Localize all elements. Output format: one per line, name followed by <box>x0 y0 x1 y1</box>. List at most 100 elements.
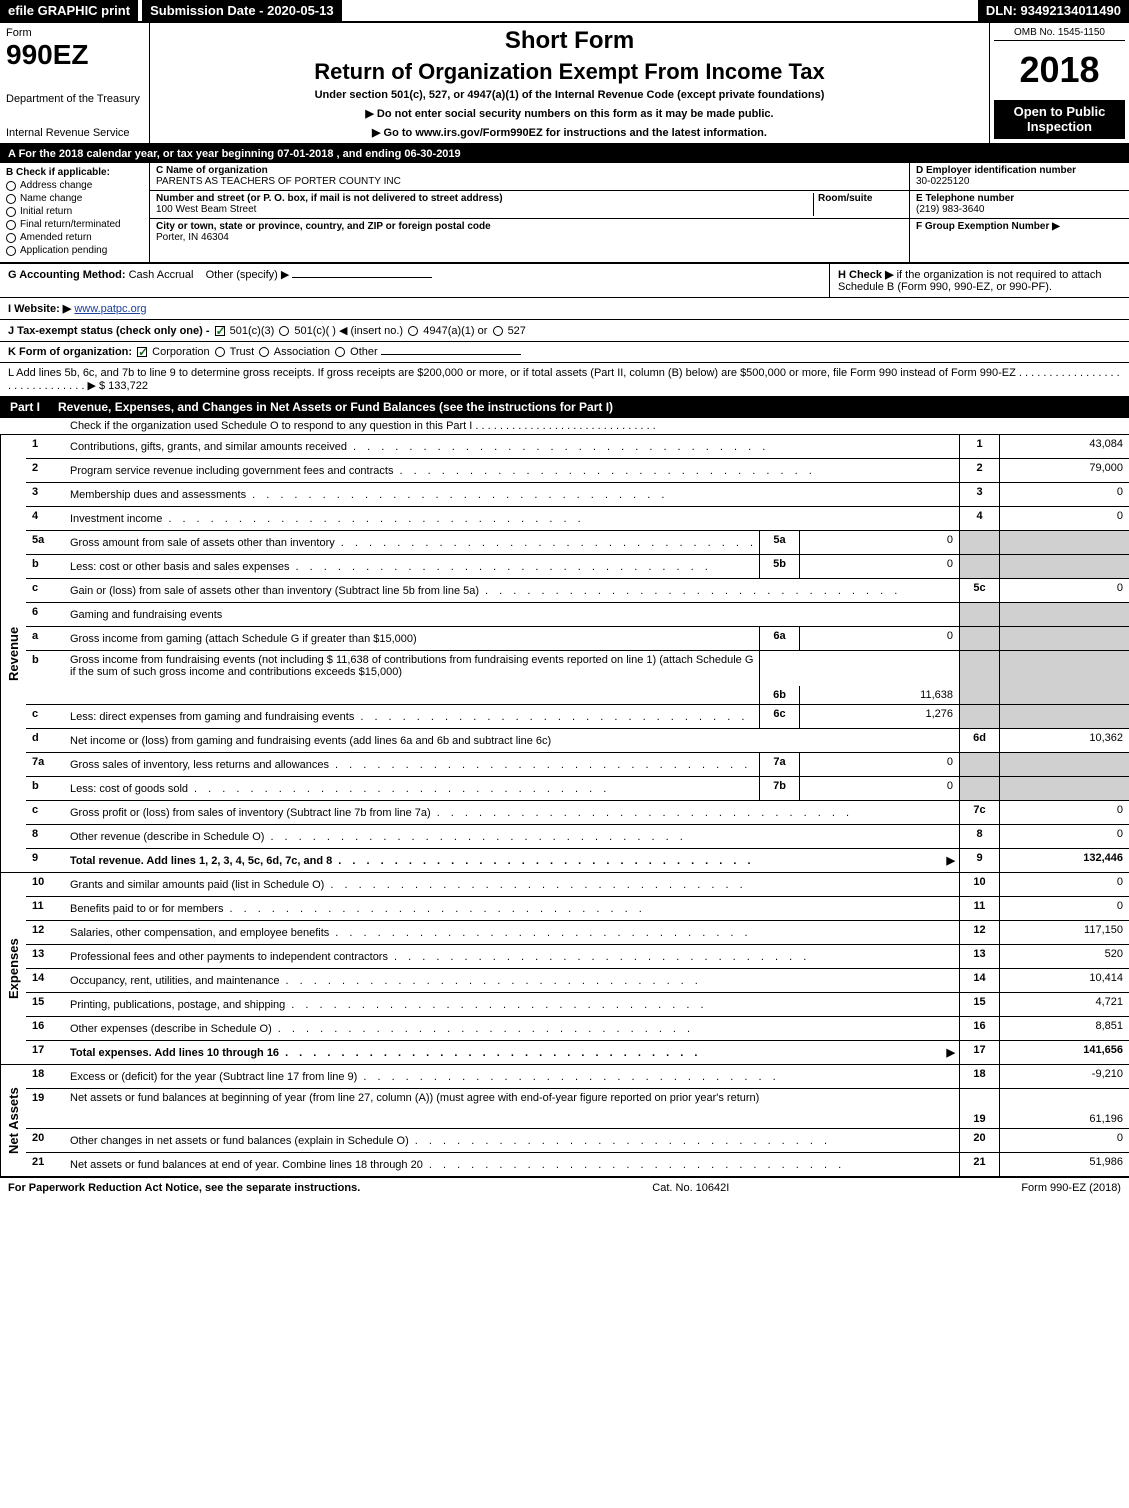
line-14-dots: . . . . . . . . . . . . . . . . . . . . … <box>286 975 955 987</box>
box-c-label: C Name of organization <box>156 165 268 176</box>
line-8-rnum: 8 <box>959 825 999 848</box>
line-10-dots: . . . . . . . . . . . . . . . . . . . . … <box>330 879 955 891</box>
line-11-value: 0 <box>999 897 1129 920</box>
line-11: 11 Benefits paid to or for members. . . … <box>26 897 1129 921</box>
box-i: I Website: ▶ www.patpc.org <box>0 298 1129 320</box>
chk-final-return[interactable]: Final return/terminated <box>6 219 143 230</box>
line-5b-sn: 5b <box>760 555 800 578</box>
lbl-accrual: Accrual <box>157 269 194 281</box>
period-end: 06-30-2019 <box>404 148 460 160</box>
page-footer: For Paperwork Reduction Act Notice, see … <box>0 1177 1129 1198</box>
line-4-desc: Investment income <box>70 513 162 525</box>
line-5a-dots: . . . . . . . . . . . . . . . . . . . . … <box>341 537 755 549</box>
line-1-num: 1 <box>26 435 66 458</box>
chk-address-change[interactable]: Address change <box>6 180 143 191</box>
website-link[interactable]: www.patpc.org <box>74 303 146 315</box>
chk-association[interactable] <box>259 347 269 357</box>
net-assets-label: Net Assets <box>0 1065 26 1177</box>
instructions-link-text[interactable]: ▶ Go to www.irs.gov/Form990EZ for instru… <box>372 127 767 139</box>
chk-trust[interactable] <box>215 347 225 357</box>
chk-527[interactable] <box>493 326 503 336</box>
line-7a-rnum <box>959 753 999 776</box>
lbl-other-specify: Other (specify) ▶ <box>206 269 290 281</box>
irs-label: Internal Revenue Service <box>6 127 143 139</box>
chk-other-org[interactable] <box>335 347 345 357</box>
line-5c-rnum: 5c <box>959 579 999 602</box>
line-8-num: 8 <box>26 825 66 848</box>
line-5a-desc: Gross amount from sale of assets other t… <box>70 537 335 549</box>
chk-application-pending-label: Application pending <box>20 245 107 256</box>
line-18-num: 18 <box>26 1065 66 1088</box>
chk-4947[interactable] <box>408 326 418 336</box>
chk-application-pending[interactable]: Application pending <box>6 245 143 256</box>
box-b-label: B Check if applicable: <box>6 167 143 178</box>
line-9-arrow: ▶ <box>947 854 955 867</box>
header-left: Form 990EZ Department of the Treasury In… <box>0 23 150 143</box>
line-5a-num: 5a <box>26 531 66 554</box>
line-7a-value <box>999 753 1129 776</box>
line-17-num: 17 <box>26 1041 66 1064</box>
box-j-label: J Tax-exempt status (check only one) - <box>8 325 213 337</box>
tax-period-row: A For the 2018 calendar year, or tax yea… <box>0 145 1129 163</box>
line-7a: 7a Gross sales of inventory, less return… <box>26 753 1129 777</box>
instructions-link[interactable]: ▶ Go to www.irs.gov/Form990EZ for instru… <box>156 126 983 139</box>
line-8-dots: . . . . . . . . . . . . . . . . . . . . … <box>270 831 955 843</box>
box-e-label: E Telephone number <box>916 193 1014 204</box>
subtitle: Under section 501(c), 527, or 4947(a)(1)… <box>156 89 983 101</box>
chk-501c[interactable] <box>279 326 289 336</box>
line-6a: a Gross income from gaming (attach Sched… <box>26 627 1129 651</box>
line-11-num: 11 <box>26 897 66 920</box>
box-g-label: G Accounting Method: <box>8 269 126 281</box>
lbl-association: Association <box>274 346 330 358</box>
lbl-trust: Trust <box>230 346 255 358</box>
line-2-dots: . . . . . . . . . . . . . . . . . . . . … <box>399 465 955 477</box>
line-1-desc: Contributions, gifts, grants, and simila… <box>70 441 347 453</box>
period-begin: 07-01-2018 <box>277 148 333 160</box>
line-6b-sn: 6b <box>760 686 800 704</box>
line-7b-desc: Less: cost of goods sold <box>70 783 188 795</box>
box-l: L Add lines 5b, 6c, and 7b to line 9 to … <box>0 363 1129 397</box>
line-6d-rnum: 6d <box>959 729 999 752</box>
chk-initial-return[interactable]: Initial return <box>6 206 143 217</box>
line-7a-sv: 0 <box>800 753 959 776</box>
line-6c-rnum <box>959 705 999 728</box>
line-4-value: 0 <box>999 507 1129 530</box>
line-13: 13 Professional fees and other payments … <box>26 945 1129 969</box>
chk-amended-return[interactable]: Amended return <box>6 232 143 243</box>
chk-501c3[interactable] <box>215 326 225 336</box>
revenue-label: Revenue <box>0 435 26 873</box>
line-14-value: 10,414 <box>999 969 1129 992</box>
line-7b-dots: . . . . . . . . . . . . . . . . . . . . … <box>194 783 755 795</box>
header-right: OMB No. 1545-1150 2018 Open to Public In… <box>989 23 1129 143</box>
box-b: B Check if applicable: Address change Na… <box>0 163 150 262</box>
line-6d-value: 10,362 <box>999 729 1129 752</box>
line-11-dots: . . . . . . . . . . . . . . . . . . . . … <box>229 903 955 915</box>
line-2-value: 79,000 <box>999 459 1129 482</box>
line-21-num: 21 <box>26 1153 66 1176</box>
line-6b-desc: Gross income from fundraising events (no… <box>70 654 755 678</box>
info-block: B Check if applicable: Address change Na… <box>0 163 1129 264</box>
line-11-rnum: 11 <box>959 897 999 920</box>
line-6d: d Net income or (loss) from gaming and f… <box>26 729 1129 753</box>
line-7b-sn: 7b <box>760 777 800 800</box>
line-5c-value: 0 <box>999 579 1129 602</box>
line-8-value: 0 <box>999 825 1129 848</box>
line-5c-desc: Gain or (loss) from sale of assets other… <box>70 585 479 597</box>
line-14-num: 14 <box>26 969 66 992</box>
efile-print-btn[interactable]: efile GRAPHIC print <box>0 0 138 21</box>
chk-final-return-label: Final return/terminated <box>20 219 121 230</box>
line-19-desc: Net assets or fund balances at beginning… <box>70 1092 759 1104</box>
line-20: 20 Other changes in net assets or fund b… <box>26 1129 1129 1153</box>
line-13-dots: . . . . . . . . . . . . . . . . . . . . … <box>394 951 955 963</box>
box-k-label: K Form of organization: <box>8 346 132 358</box>
line-4-num: 4 <box>26 507 66 530</box>
box-k: K Form of organization: Corporation Trus… <box>0 342 1129 363</box>
line-1-value: 43,084 <box>999 435 1129 458</box>
part-1-title: Revenue, Expenses, and Changes in Net As… <box>50 397 1129 417</box>
period-text-a: A For the 2018 calendar year, or tax yea… <box>8 148 277 160</box>
chk-corporation[interactable] <box>137 347 147 357</box>
box-def: D Employer identification number 30-0225… <box>909 163 1129 262</box>
chk-name-change[interactable]: Name change <box>6 193 143 204</box>
line-3: 3 Membership dues and assessments. . . .… <box>26 483 1129 507</box>
room-label: Room/suite <box>818 193 872 204</box>
